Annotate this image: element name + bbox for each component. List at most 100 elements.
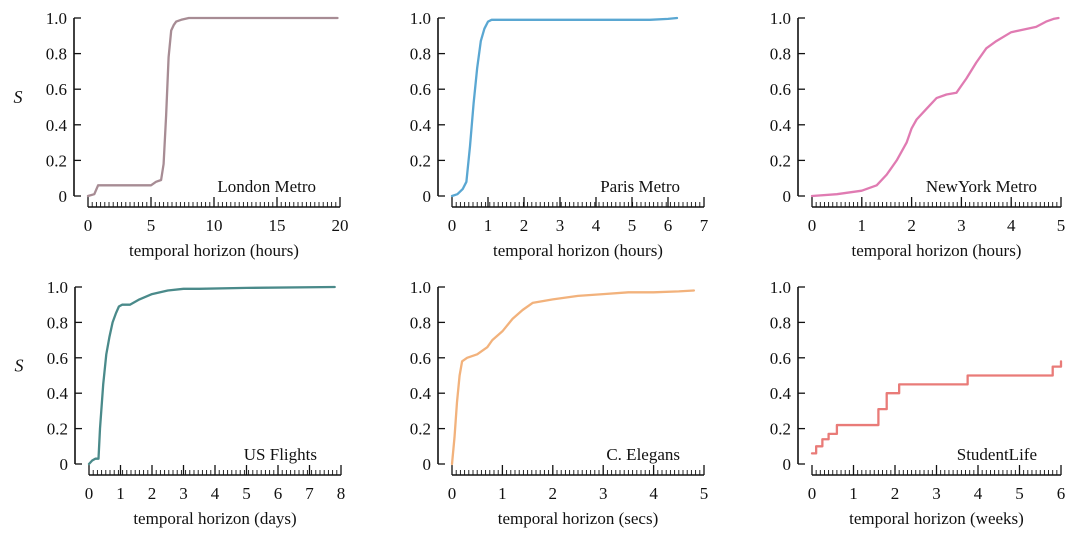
y-tick-label: 0.2 <box>46 151 67 170</box>
y-tick-label: 1.0 <box>410 278 431 297</box>
x-tick-label: 1 <box>484 216 493 235</box>
x-tick-label: 5 <box>147 216 156 235</box>
x-tick-label: 5 <box>1015 484 1024 503</box>
y-tick-label: 0.2 <box>410 420 431 439</box>
panel-london-metro: 0 0.2 0.4 0.6 0.8 1.0 S 0 5 10 15 20 temporal horizo… <box>14 9 349 260</box>
y-tick-label: 0.8 <box>410 45 431 64</box>
x-tick-label: 2 <box>549 484 558 503</box>
x-tick-label: 4 <box>592 216 601 235</box>
x-axis-label: temporal horizon (weeks) <box>849 509 1024 528</box>
panel-label: Paris Metro <box>600 177 680 196</box>
x-tick-label: 0 <box>448 216 457 235</box>
y-tick-label: 0.6 <box>410 349 431 368</box>
x-axis-label: temporal horizon (hours) <box>129 241 299 260</box>
y-tick-label: 1.0 <box>770 278 791 297</box>
x-tick-label: 7 <box>700 216 709 235</box>
y-tick-label: 0.6 <box>770 80 791 99</box>
x-tick-label: 1 <box>849 484 858 503</box>
x-tick-label: 2 <box>891 484 900 503</box>
series-line <box>87 285 336 466</box>
y-tick-label: 1.0 <box>410 9 431 28</box>
x-axis-label: temporal horizon (hours) <box>852 241 1022 260</box>
panel-paris-metro: 0 0.2 0.4 0.6 0.8 1.0 0 1 2 3 4 5 6 7 temporal horizon… <box>410 9 709 260</box>
panel-newyork-metro: 0 0.2 0.4 0.6 0.8 1.0 0 1 2 3 4 5 temporal horizon (… <box>770 9 1066 260</box>
y-tick-label: 0.4 <box>410 116 432 135</box>
x-tick-label: 2 <box>148 484 157 503</box>
x-tick-label: 1 <box>858 216 867 235</box>
y-tick-label: 0.2 <box>410 151 431 170</box>
x-tick-label: 5 <box>242 484 251 503</box>
y-tick-label: 0 <box>59 187 68 206</box>
x-axis-label: temporal horizon (hours) <box>493 241 663 260</box>
x-tick-label: 0 <box>84 216 93 235</box>
y-tick-label: 0.4 <box>47 384 69 403</box>
x-tick-label: 3 <box>599 484 608 503</box>
y-tick-label: 0 <box>423 187 432 206</box>
x-tick-label: 2 <box>907 216 916 235</box>
x-axis-label: temporal horizon (days) <box>133 509 296 528</box>
series-line <box>810 360 1063 455</box>
x-tick-label: 20 <box>332 216 349 235</box>
y-tick-label: 0.6 <box>410 80 431 99</box>
x-tick-label: 6 <box>664 216 673 235</box>
panel-label: US Flights <box>244 445 317 464</box>
x-tick-label: 4 <box>211 484 220 503</box>
y-tick-label: 1.0 <box>770 9 791 28</box>
x-tick-label: 4 <box>974 484 983 503</box>
x-tick-label: 0 <box>448 484 457 503</box>
y-tick-label: 0.2 <box>47 420 68 439</box>
x-tick-label: 5 <box>700 484 709 503</box>
panel-label: London Metro <box>217 177 316 196</box>
panel-label: NewYork Metro <box>926 177 1037 196</box>
y-tick-label: 0.4 <box>770 384 792 403</box>
y-tick-label: 0.8 <box>47 313 68 332</box>
y-tick-label: 0.6 <box>47 349 68 368</box>
panel-label: StudentLife <box>957 445 1037 464</box>
x-tick-label: 6 <box>274 484 283 503</box>
x-tick-label: 0 <box>808 216 817 235</box>
y-tick-label: 0.4 <box>410 384 432 403</box>
x-axis-label: temporal horizon (secs) <box>498 509 659 528</box>
y-tick-label: 0.2 <box>770 151 791 170</box>
y-tick-label: 0.6 <box>770 349 791 368</box>
y-tick-label: 1.0 <box>46 9 67 28</box>
series-line <box>450 289 696 466</box>
y-tick-label: 0 <box>423 455 432 474</box>
x-tick-label: 3 <box>556 216 565 235</box>
y-tick-label: 0.4 <box>46 116 68 135</box>
x-tick-label: 4 <box>649 484 658 503</box>
x-tick-label: 1 <box>116 484 125 503</box>
panel-label: C. Elegans <box>606 445 680 464</box>
y-tick-label: 0.8 <box>770 313 791 332</box>
y-tick-label: 0.6 <box>46 80 67 99</box>
y-tick-label: 0 <box>783 455 792 474</box>
x-tick-label: 0 <box>85 484 94 503</box>
x-tick-label: 8 <box>337 484 346 503</box>
y-tick-label: 0 <box>60 455 69 474</box>
panel-c-elegans: 0 0.2 0.4 0.6 0.8 1.0 0 1 2 3 4 5 temporal horizon (… <box>410 278 709 528</box>
panel-studentlife: 0 0.2 0.4 0.6 0.8 1.0 0 1 2 3 4 5 6 temporal horizon … <box>770 278 1066 528</box>
y-tick-label: 0.8 <box>770 45 791 64</box>
y-tick-label: 0.4 <box>770 116 792 135</box>
y-axis-label: S <box>15 356 24 376</box>
y-tick-label: 0.8 <box>410 313 431 332</box>
x-tick-label: 10 <box>206 216 223 235</box>
series-line <box>450 16 679 198</box>
y-tick-label: 0.8 <box>46 45 67 64</box>
x-tick-label: 2 <box>520 216 529 235</box>
x-tick-label: 5 <box>628 216 637 235</box>
y-axis-label: S <box>14 87 23 107</box>
series-line <box>86 16 339 198</box>
x-tick-label: 3 <box>932 484 941 503</box>
x-tick-label: 4 <box>1007 216 1016 235</box>
y-tick-label: 0.2 <box>770 420 791 439</box>
y-tick-label: 1.0 <box>47 278 68 297</box>
x-tick-label: 3 <box>179 484 188 503</box>
x-tick-label: 0 <box>808 484 817 503</box>
x-tick-label: 15 <box>269 216 286 235</box>
x-tick-label: 7 <box>305 484 314 503</box>
x-tick-label: 6 <box>1057 484 1066 503</box>
series-line <box>810 16 1060 198</box>
panel-us-flights: 0 0.2 0.4 0.6 0.8 1.0 S 0 1 2 3 4 5 6 7 8 temporal horiz… <box>15 278 346 528</box>
